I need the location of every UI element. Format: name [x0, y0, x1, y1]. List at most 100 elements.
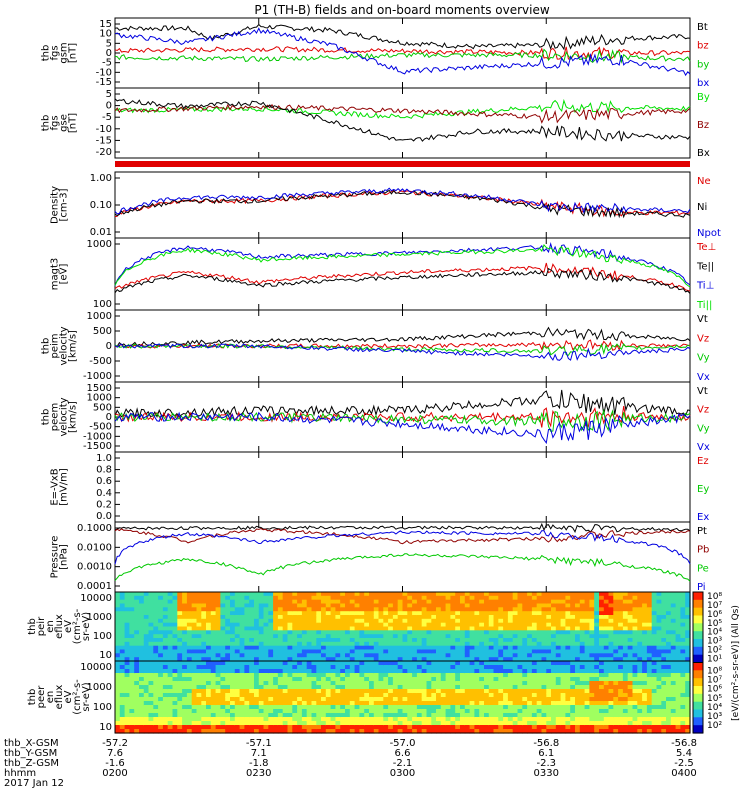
spectrogram-cell — [613, 657, 619, 662]
spectrogram-cell — [268, 630, 274, 635]
spectrogram-cell — [416, 721, 423, 726]
spectrogram-cell — [455, 645, 461, 651]
spectrogram-cell — [182, 615, 188, 620]
series-line-vi-Vt — [114, 326, 691, 347]
spectrogram-cell — [560, 653, 566, 658]
spectrogram-cell — [373, 725, 380, 730]
spectrogram-cell — [282, 638, 289, 643]
spectrogram-cell — [551, 713, 557, 718]
spectrogram-cell — [680, 665, 686, 670]
spectrogram-cell — [115, 641, 121, 647]
spectrogram-cell — [230, 599, 236, 605]
spectrogram-cell — [210, 689, 217, 694]
spectrogram-cell — [292, 592, 298, 597]
spectrogram-cell — [651, 657, 658, 662]
spectrogram-cell — [507, 611, 514, 616]
spectrogram-cell — [637, 603, 643, 608]
spectrogram-cell — [589, 669, 595, 674]
spectrogram-cell — [330, 693, 336, 698]
spectrogram-cell — [599, 592, 605, 597]
spectrogram-cell — [599, 693, 605, 698]
spectrogram-cell — [603, 665, 610, 670]
spectrogram-cell — [685, 657, 691, 662]
spectrogram-cell — [440, 611, 447, 616]
spectrogram-cell — [210, 592, 217, 597]
spectrogram-cell — [675, 649, 681, 654]
spectrogram-cell — [560, 607, 566, 612]
spectrogram-cell — [603, 685, 610, 690]
spectrogram-cell — [632, 638, 638, 643]
spectrogram-cell — [330, 638, 336, 643]
spectrogram-cell — [139, 592, 145, 597]
spectrogram-cell — [225, 603, 231, 608]
spectrogram-cell — [599, 599, 605, 605]
spectrogram-cell — [321, 729, 327, 734]
spectrogram-cell — [249, 592, 255, 597]
spectrogram-cell — [546, 634, 552, 639]
spectrogram-cell — [651, 725, 658, 730]
spectrogram-cell — [115, 592, 121, 597]
spectrogram-cell — [340, 717, 346, 722]
y-tick-label: 1.0 — [96, 453, 112, 464]
spectrogram-cell — [479, 689, 485, 694]
spectrogram-cell — [584, 599, 590, 605]
spectrogram-cell — [268, 677, 274, 682]
spectrogram-cell — [560, 725, 566, 730]
spectrogram-cell — [507, 653, 514, 658]
spectrogram-cell — [143, 611, 150, 616]
spectrogram-cell — [522, 615, 528, 620]
spectrogram-cell — [162, 595, 169, 601]
spectrogram-cell — [642, 626, 648, 631]
spectrogram-cell — [622, 693, 629, 698]
spectrogram-cell — [258, 697, 265, 702]
spectrogram-cell — [234, 653, 241, 658]
spectrogram-cell — [191, 665, 198, 670]
spectrogram-cell — [220, 661, 226, 666]
spectrogram-cell — [148, 626, 154, 631]
spectrogram-cell — [680, 638, 686, 643]
spectrogram-cell — [182, 622, 188, 628]
spectrogram-cell — [445, 693, 451, 698]
spectrogram-cell — [608, 649, 614, 654]
spectrogram-cell — [603, 641, 610, 647]
spectrogram-cell — [330, 721, 336, 726]
spectrogram-cell — [507, 661, 514, 666]
spectrogram-cell — [234, 634, 241, 639]
spectrogram-cell — [632, 641, 638, 647]
spectrogram-cell — [536, 681, 543, 686]
spectrogram-cell — [268, 611, 274, 616]
spectrogram-cell — [642, 673, 648, 678]
panel-ylabel-pressure: Pressure[nPa] — [50, 536, 70, 579]
spectrogram-cell — [474, 603, 480, 608]
spectrogram-cell — [680, 630, 686, 635]
spectrogram-cell — [440, 657, 447, 662]
spectrogram-cell — [354, 661, 360, 666]
spectrogram-cell — [287, 709, 293, 714]
spectrogram-cell — [517, 592, 523, 597]
spectrogram-cell — [488, 649, 495, 654]
spectrogram-cell — [345, 607, 351, 612]
spectrogram-cell — [220, 673, 226, 678]
spectrogram-cell — [680, 685, 686, 690]
spectrogram-cell — [627, 689, 634, 694]
spectrogram-cell — [153, 685, 159, 690]
spectrogram-cell — [536, 669, 543, 674]
spectrogram-cell — [292, 615, 298, 620]
spectrogram-cell — [311, 622, 317, 628]
spectrogram-cell — [670, 638, 677, 643]
spectrogram-cell — [364, 689, 370, 694]
spectrogram-cell — [661, 705, 667, 710]
spectrogram-cell — [383, 729, 389, 734]
spectrogram-cell — [129, 634, 135, 639]
spectrogram-cell — [666, 618, 672, 624]
spectrogram-cell — [613, 595, 619, 601]
spectrogram-cell — [575, 669, 581, 674]
spectrogram-cell — [373, 689, 380, 694]
spectrogram-cell — [244, 729, 250, 734]
spectrogram-cell — [325, 673, 332, 678]
spectrogram-cell — [158, 611, 164, 616]
spectrogram-cell — [392, 645, 399, 651]
spectrogram-cell — [555, 599, 562, 605]
spectrogram-cell — [282, 626, 289, 631]
